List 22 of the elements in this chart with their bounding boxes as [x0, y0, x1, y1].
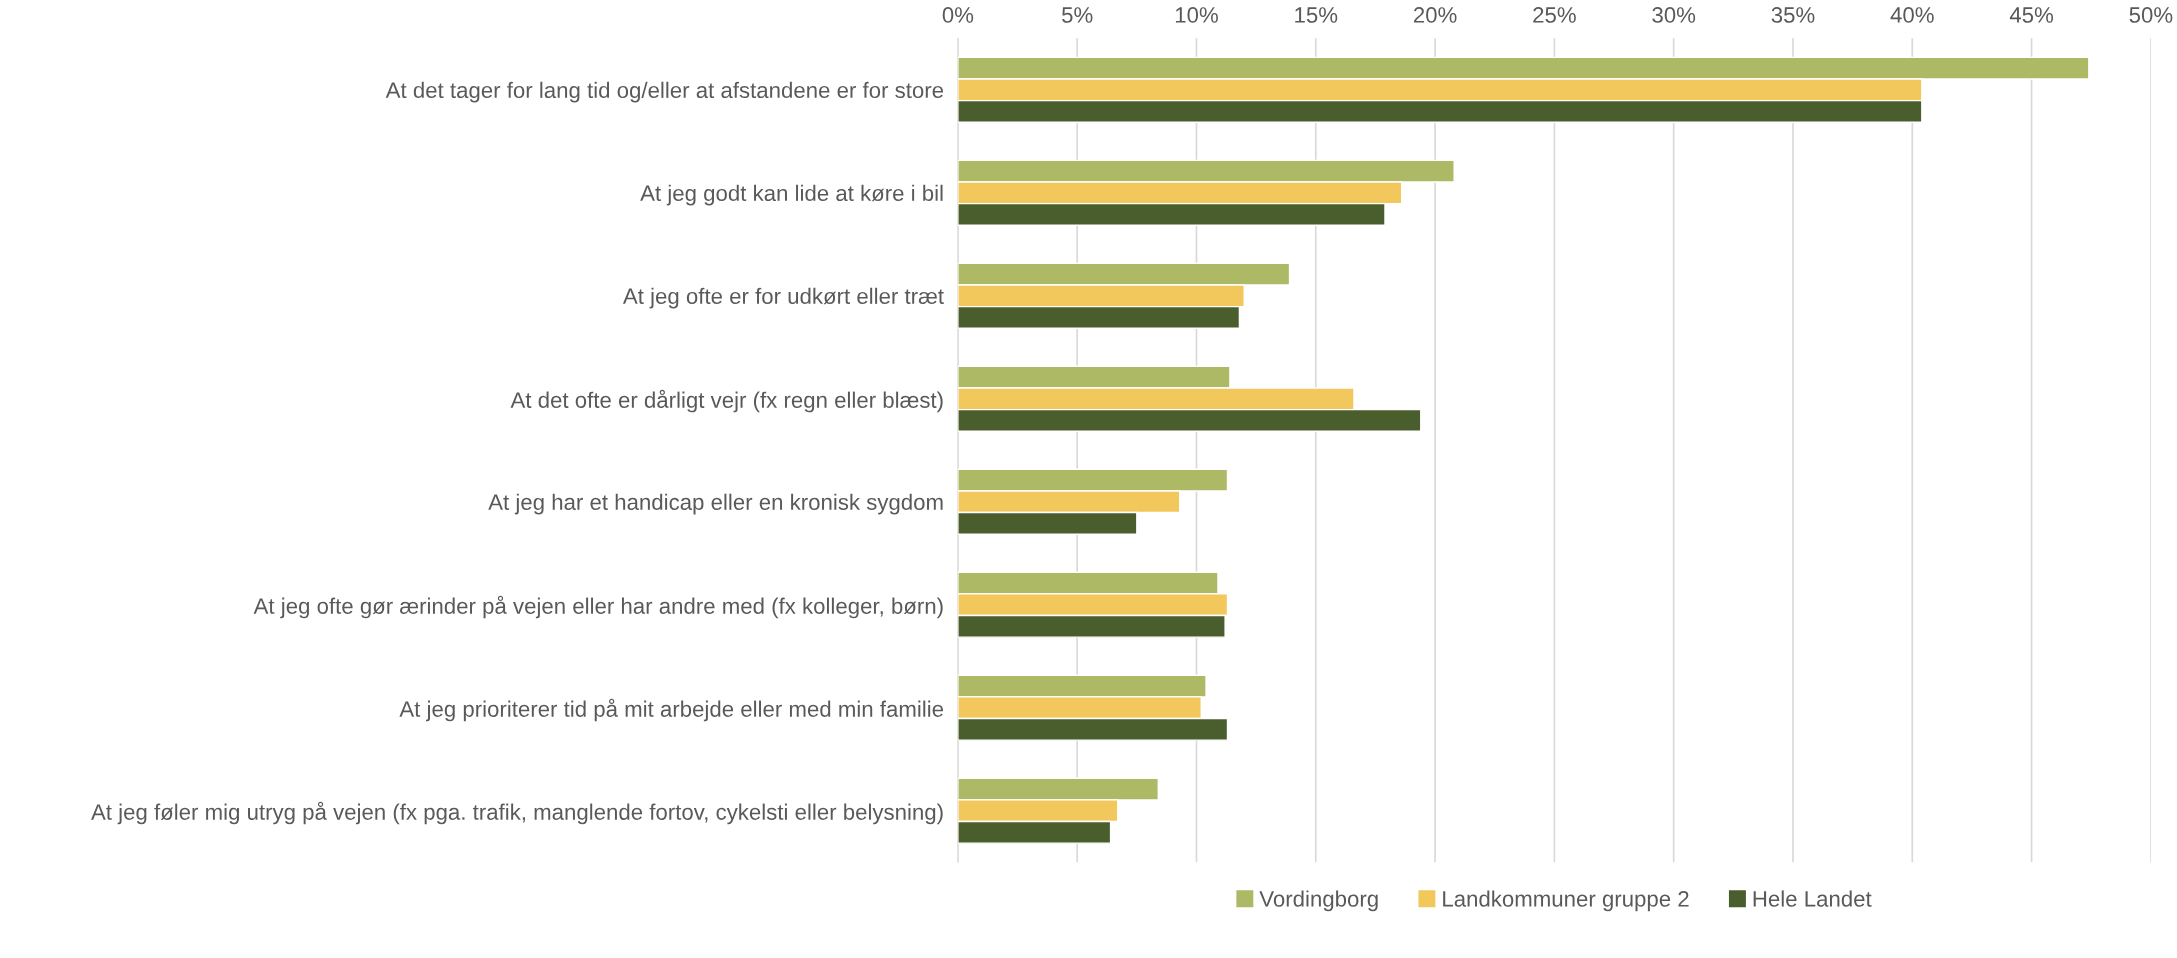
y-tick-label: At jeg prioriterer tid på mit arbejde eller med min familie	[399, 698, 944, 722]
x-tick-label: 50%	[2129, 7, 2173, 23]
x-tick-label: 5%	[1062, 7, 1093, 23]
x-tick-label: 40%	[1890, 7, 1934, 23]
y-tick-label: At jeg føler mig utryg på vejen (fx pga. trafik, manglende fortov, cykelsti eller belysning)	[91, 801, 943, 825]
x-tick-label: 15%	[1295, 7, 1338, 23]
x-tick-label: 10%	[1175, 7, 1218, 23]
x-tick-label: 25%	[1533, 7, 1576, 23]
legend-label: Vordingborg	[1259, 890, 1378, 912]
y-tick-label: At jeg ofte er for udkørt eller træt	[622, 287, 944, 309]
y-tick-label: At det tager for lang tid og/eller at afstandene er for store	[385, 81, 944, 103]
x-tick-label: 30%	[1652, 7, 1696, 23]
x-tick-label: 0%	[942, 7, 974, 23]
y-tick-label: At jeg har et handicap eller en kronisk sygdom	[488, 493, 943, 515]
y-tick-label: At jeg ofte gør ærinder på vejen eller har andre med (fx kolleger, børn)	[253, 595, 943, 619]
x-tick-label: 45%	[2009, 7, 2054, 23]
legend-label: Landkommuner gruppe 2	[1443, 890, 1689, 912]
y-tick-label: At det ofte er dårligt vejr (fx regn eller blæst)	[510, 389, 943, 413]
x-tick-label: 20%	[1413, 7, 1457, 23]
x-tick-label: 35%	[1771, 7, 1815, 23]
legend-label: Hele Landet	[1753, 890, 1872, 907]
y-tick-label: At jeg godt kan lide at køre i bil	[640, 184, 943, 206]
